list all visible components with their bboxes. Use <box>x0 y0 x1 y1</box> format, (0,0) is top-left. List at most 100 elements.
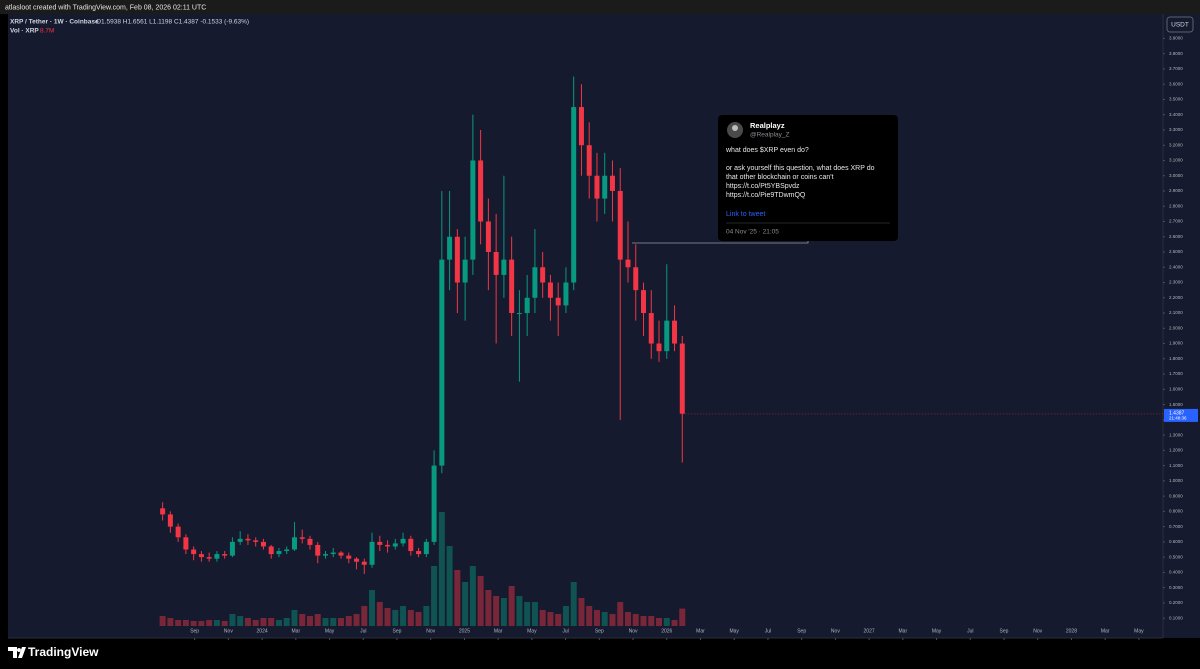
volume-bar <box>306 616 313 626</box>
brand-logo: TradingView <box>8 645 99 659</box>
candle-body <box>679 343 685 414</box>
y-tick-label: 2.7000 <box>1169 219 1183 224</box>
x-tick-label: May <box>1134 628 1144 634</box>
symbol: XRP / Tether · 1W · Coinbase <box>10 19 99 26</box>
candle-body <box>454 236 460 283</box>
y-tick-label: 2.3000 <box>1169 280 1183 285</box>
y-tick-label: 2.8000 <box>1169 203 1183 208</box>
volume-bar <box>260 618 267 626</box>
y-tick-label: 2.0000 <box>1169 325 1183 330</box>
candle-body <box>547 282 553 298</box>
volume-bar <box>206 620 213 626</box>
candle-body <box>206 557 212 559</box>
candle-body <box>167 514 173 527</box>
currency[interactable]: USDT <box>1171 22 1189 29</box>
candle-body <box>532 267 538 298</box>
candle-body <box>501 259 507 275</box>
y-tick-label: 2.2000 <box>1169 295 1183 300</box>
volume-bar <box>291 610 298 626</box>
x-tick-label: Nov <box>224 628 233 634</box>
y-tick-label: 3.8000 <box>1169 51 1183 56</box>
volume-bar <box>353 614 360 626</box>
candle-body <box>160 508 166 515</box>
volume-bar <box>384 608 391 626</box>
y-tick-label: 2.1000 <box>1169 310 1183 315</box>
y-tick-label: 0.2000 <box>1169 600 1183 605</box>
volume-bar <box>369 590 376 626</box>
volume-bar <box>322 618 329 626</box>
volume-bar <box>531 602 538 626</box>
y-tick-label: 3.4000 <box>1169 112 1183 117</box>
volume-bar <box>392 610 399 626</box>
volume-bar <box>244 618 251 626</box>
volume-bar <box>485 590 492 626</box>
candle-body <box>509 259 515 314</box>
volume-bar <box>454 570 461 626</box>
volume-bar <box>624 612 631 626</box>
volume-bar <box>167 618 174 626</box>
y-tick-label: 1.5000 <box>1169 402 1183 407</box>
candle-body <box>299 537 305 539</box>
candle-body <box>609 175 615 191</box>
candle-body <box>214 554 220 559</box>
x-tick-label: Sep <box>393 628 402 634</box>
currency-button[interactable] <box>1166 16 1194 33</box>
candle-body <box>307 538 313 545</box>
volume-bar <box>299 614 306 626</box>
x-tick-label: Jul <box>360 628 366 634</box>
volume-bar <box>477 576 484 626</box>
volume-bar <box>376 602 383 626</box>
candle-body <box>175 526 181 538</box>
volume-bar <box>175 620 182 626</box>
candle-body <box>245 538 251 541</box>
volume-bar <box>570 582 577 626</box>
candle-body <box>237 538 243 542</box>
y-tick-label: 0.5000 <box>1169 554 1183 559</box>
candle-body <box>330 552 336 555</box>
candle-body <box>361 561 367 565</box>
x-tick-label: Jul <box>765 628 771 634</box>
volume-bar <box>508 586 515 626</box>
x-tick-label: Nov <box>1033 628 1042 634</box>
candle-body <box>400 538 406 544</box>
x-tick-label: 2026 <box>661 628 672 634</box>
y-tick-label: 0.1000 <box>1169 615 1183 620</box>
x-tick-label: May <box>932 628 942 634</box>
candle-body <box>563 282 569 306</box>
y-tick-label: 0.3000 <box>1169 585 1183 590</box>
y-tick-label: 0.8000 <box>1169 509 1183 514</box>
y-tick-label: 1.6000 <box>1169 387 1183 392</box>
tweet-link[interactable]: Link to tweet <box>726 211 765 218</box>
x-tick-label: Mar <box>696 628 705 634</box>
candle-body <box>291 537 297 550</box>
x-tick-label: Sep <box>797 628 806 634</box>
x-tick-label: 2024 <box>257 628 268 634</box>
x-tick-label: Sep <box>1000 628 1009 634</box>
tweet-background <box>718 115 898 241</box>
volume-bar <box>640 616 647 626</box>
y-tick-label: 3.7000 <box>1169 66 1183 71</box>
volume-bar <box>547 612 554 626</box>
y-tick-label: 1.0000 <box>1169 478 1183 483</box>
y-tick-label: 3.5000 <box>1169 97 1183 102</box>
candle-body <box>253 540 259 542</box>
top-bar <box>0 0 1200 14</box>
volume-bar <box>609 614 616 626</box>
candle-body <box>276 551 282 555</box>
candle-body <box>222 554 228 556</box>
tweet-line: https://t.co/Pie9TDwmQQ <box>726 192 806 199</box>
volume-bar <box>671 620 678 626</box>
x-tick-label: 2027 <box>864 628 875 634</box>
volume-bar <box>198 621 205 626</box>
candle-body <box>571 107 577 283</box>
volume-bar <box>237 616 244 626</box>
candle-body <box>478 160 484 222</box>
candle-body <box>284 549 290 552</box>
candle-body <box>617 190 623 260</box>
candle-body <box>183 537 189 550</box>
volume-bar <box>656 618 663 626</box>
volume-bar <box>314 614 321 626</box>
tweet-line: what does $XRP even do? <box>725 147 809 154</box>
candle-body <box>524 297 530 314</box>
